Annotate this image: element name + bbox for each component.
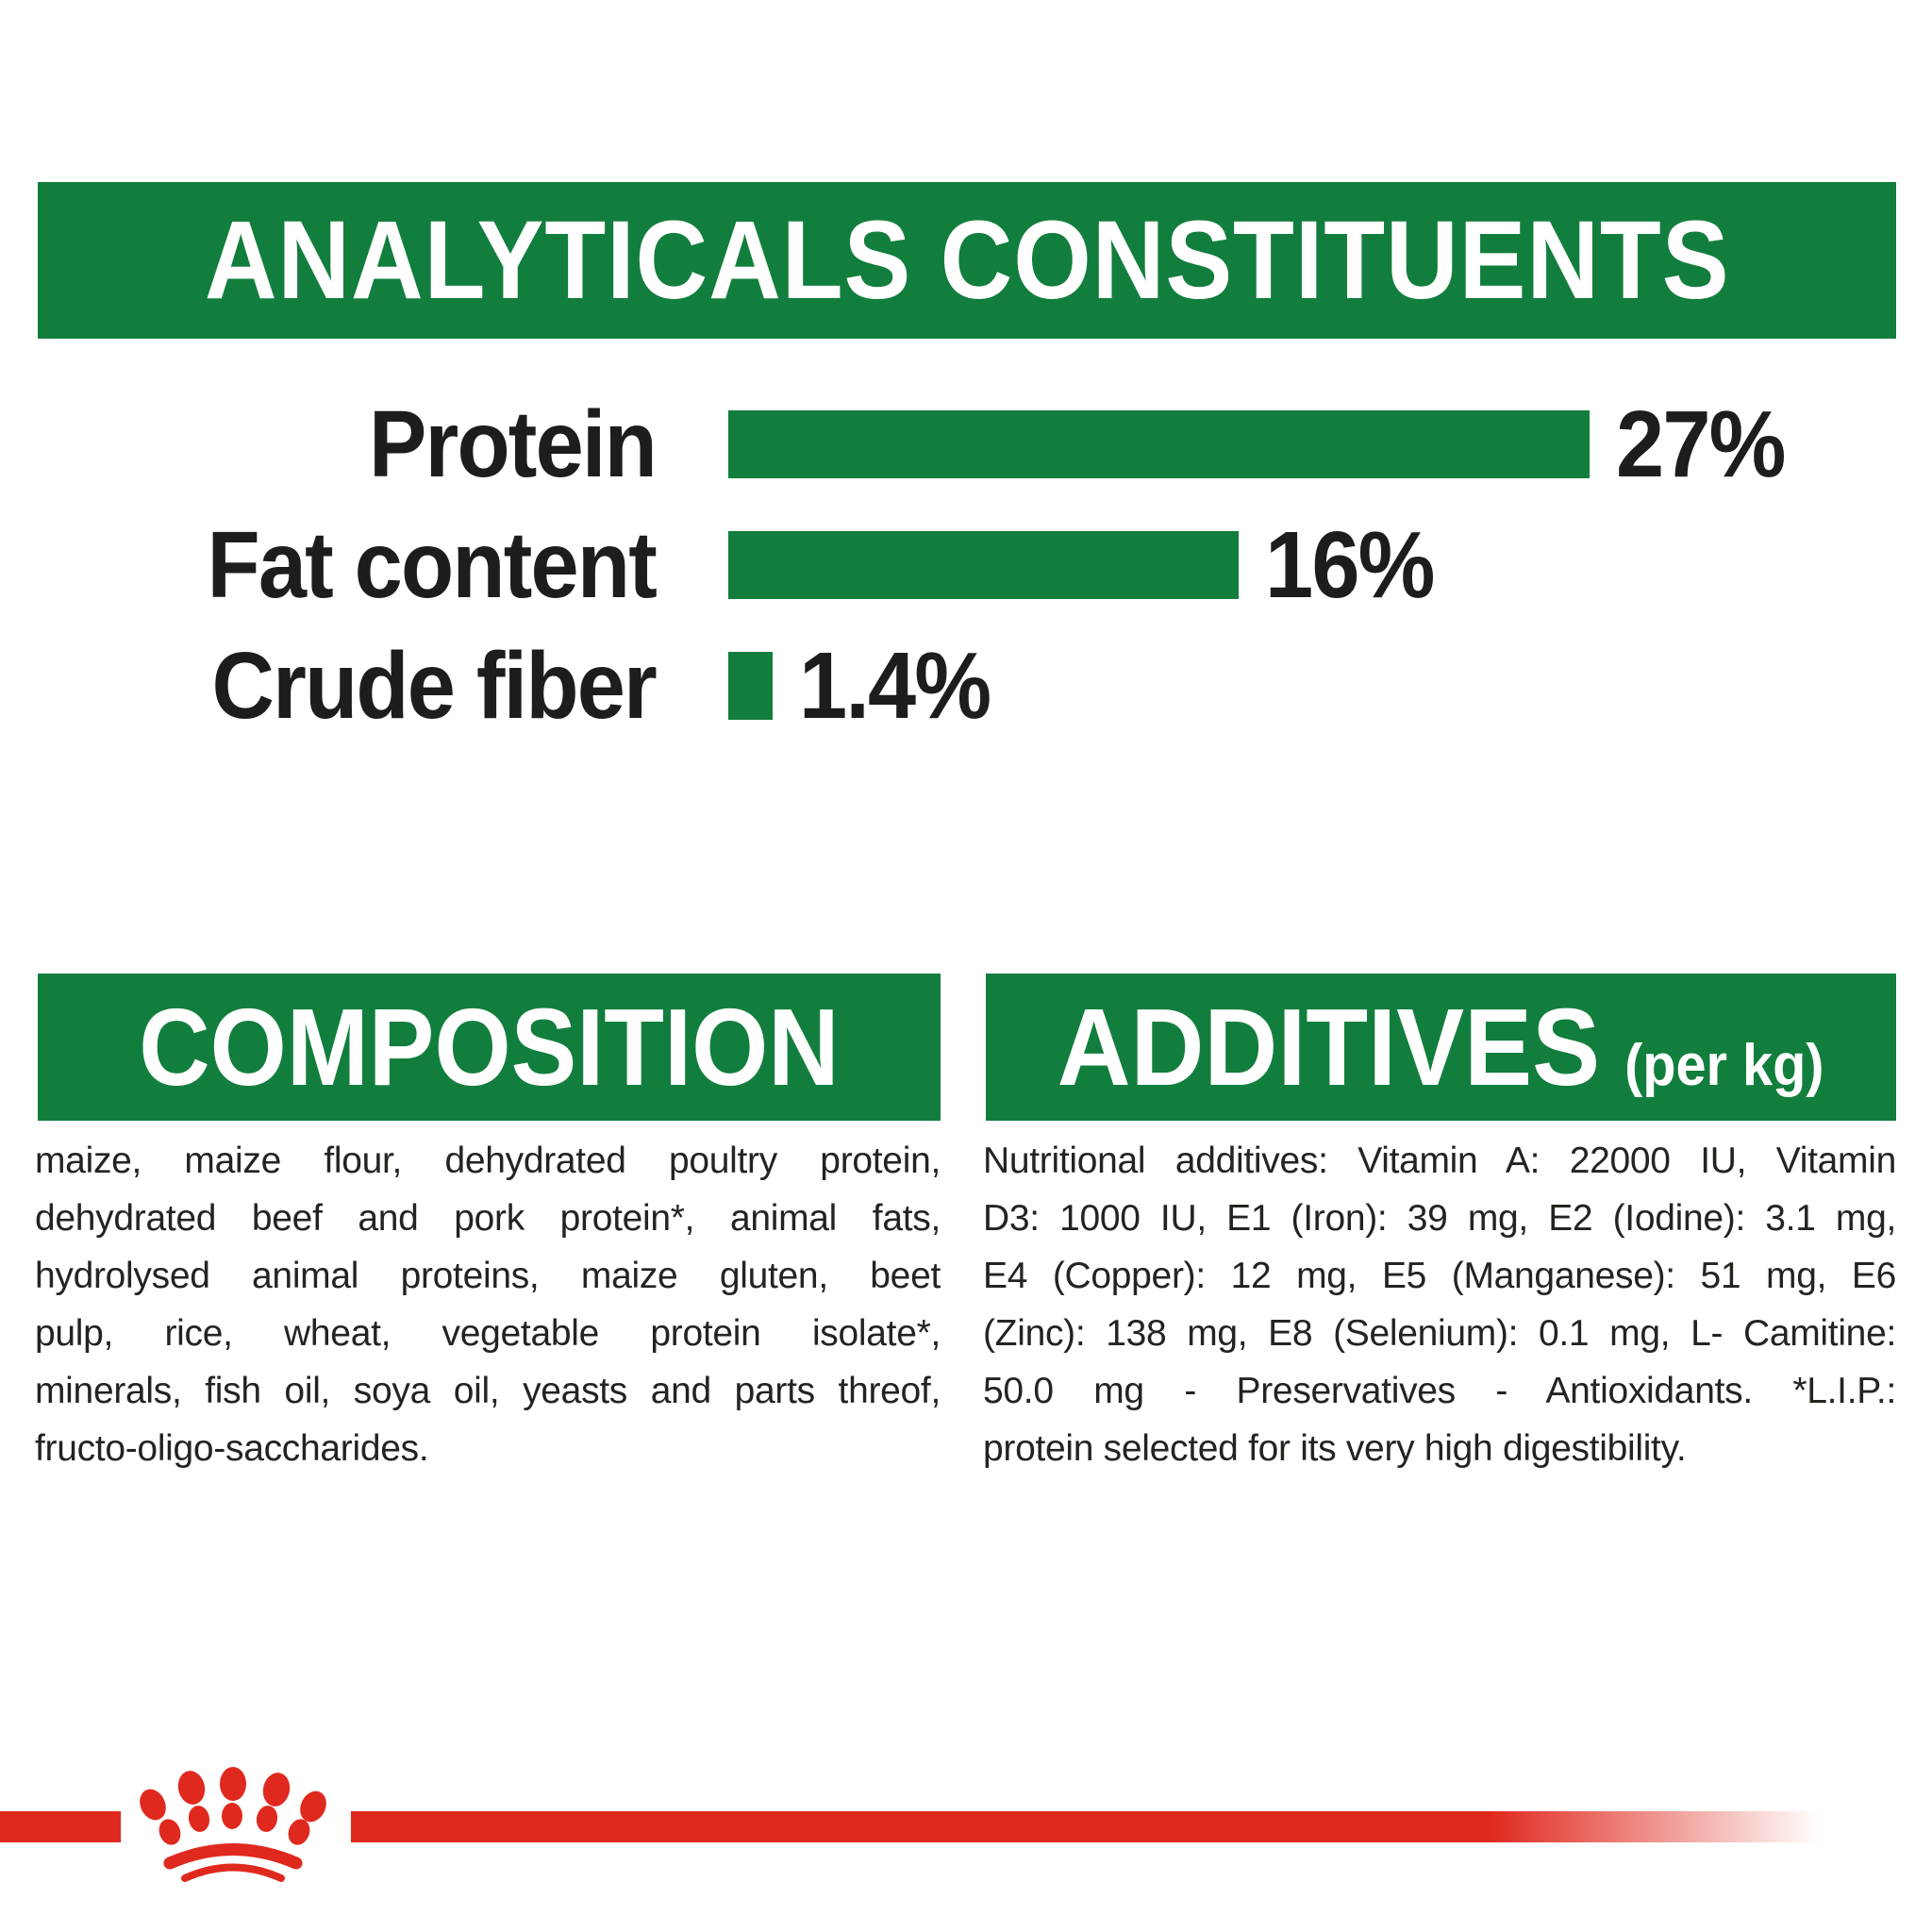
text-line: maize, maize flour, dehydrated poultry p… (35, 1141, 941, 1181)
additives-text: Nutritional additives: Vitamin A: 22000 … (983, 1132, 1896, 1477)
composition-text: maize, maize flour, dehydrated poultry p… (35, 1132, 941, 1477)
brand-stripe-right (351, 1811, 1932, 1842)
chart-row-fat-content: Fat content 16% (38, 512, 1896, 618)
bar (728, 410, 1590, 478)
analyticals-banner: ANALYTICALS CONSTITUENTS (38, 182, 1896, 339)
text-line: E4 (Copper): 12 mg, E5 (Manganese): 51 m… (983, 1256, 1896, 1296)
bar-value: 27% (1616, 391, 1786, 497)
text-line: fructo-oligo-saccharides. (35, 1428, 429, 1469)
additives-unit-suffix: (per kg) (1624, 1033, 1824, 1098)
chart-row-crude-fiber: Crude fiber 1.4% (38, 633, 1896, 739)
text-line: (Zinc): 138 mg, E8 (Selenium): 0.1 mg, L… (983, 1313, 1896, 1354)
additives-title: ADDITIVES (1058, 986, 1601, 1108)
constituents-chart: Protein 27% Fat content 16% Crude fiber 1.4% (38, 391, 1896, 773)
brand-stripe-left (0, 1811, 121, 1842)
text-line: pulp, rice, wheat, vegetable protein iso… (35, 1313, 941, 1354)
text-line: D3: 1000 IU, E1 (Iron): 39 mg, E2 (Iodin… (983, 1198, 1896, 1239)
bar (728, 531, 1239, 599)
bar-value: 16% (1265, 512, 1435, 618)
text-line: 50.0 mg - Preservatives - Antioxidants. … (983, 1371, 1896, 1411)
additives-title-group: ADDITIVES (per kg) (1058, 984, 1824, 1110)
chart-row-protein: Protein 27% (38, 391, 1896, 497)
bar-label: Fat content (207, 512, 657, 618)
bar-value: 1.4% (799, 633, 991, 739)
text-line: hydrolysed animal proteins, maize gluten… (35, 1256, 941, 1296)
bar (728, 652, 773, 720)
composition-banner: COMPOSITION (38, 974, 941, 1121)
text-line: protein selected for its very high diges… (983, 1428, 1687, 1469)
bar-label: Protein (368, 391, 658, 497)
analyticals-banner-title: ANALYTICALS CONSTITUENTS (204, 198, 1730, 323)
bar-label: Crude fiber (211, 633, 658, 739)
text-line: minerals, fish oil, soya oil, yeasts and… (35, 1371, 941, 1411)
crown-paw-logo (113, 1750, 358, 1901)
additives-banner: ADDITIVES (per kg) (986, 974, 1896, 1121)
composition-title: COMPOSITION (139, 986, 840, 1108)
text-line: dehydrated beef and pork protein*, anima… (35, 1198, 941, 1239)
crown-paw-logo-svg (140, 1767, 326, 1882)
text-line: Nutritional additives: Vitamin A: 22000 … (983, 1141, 1896, 1181)
